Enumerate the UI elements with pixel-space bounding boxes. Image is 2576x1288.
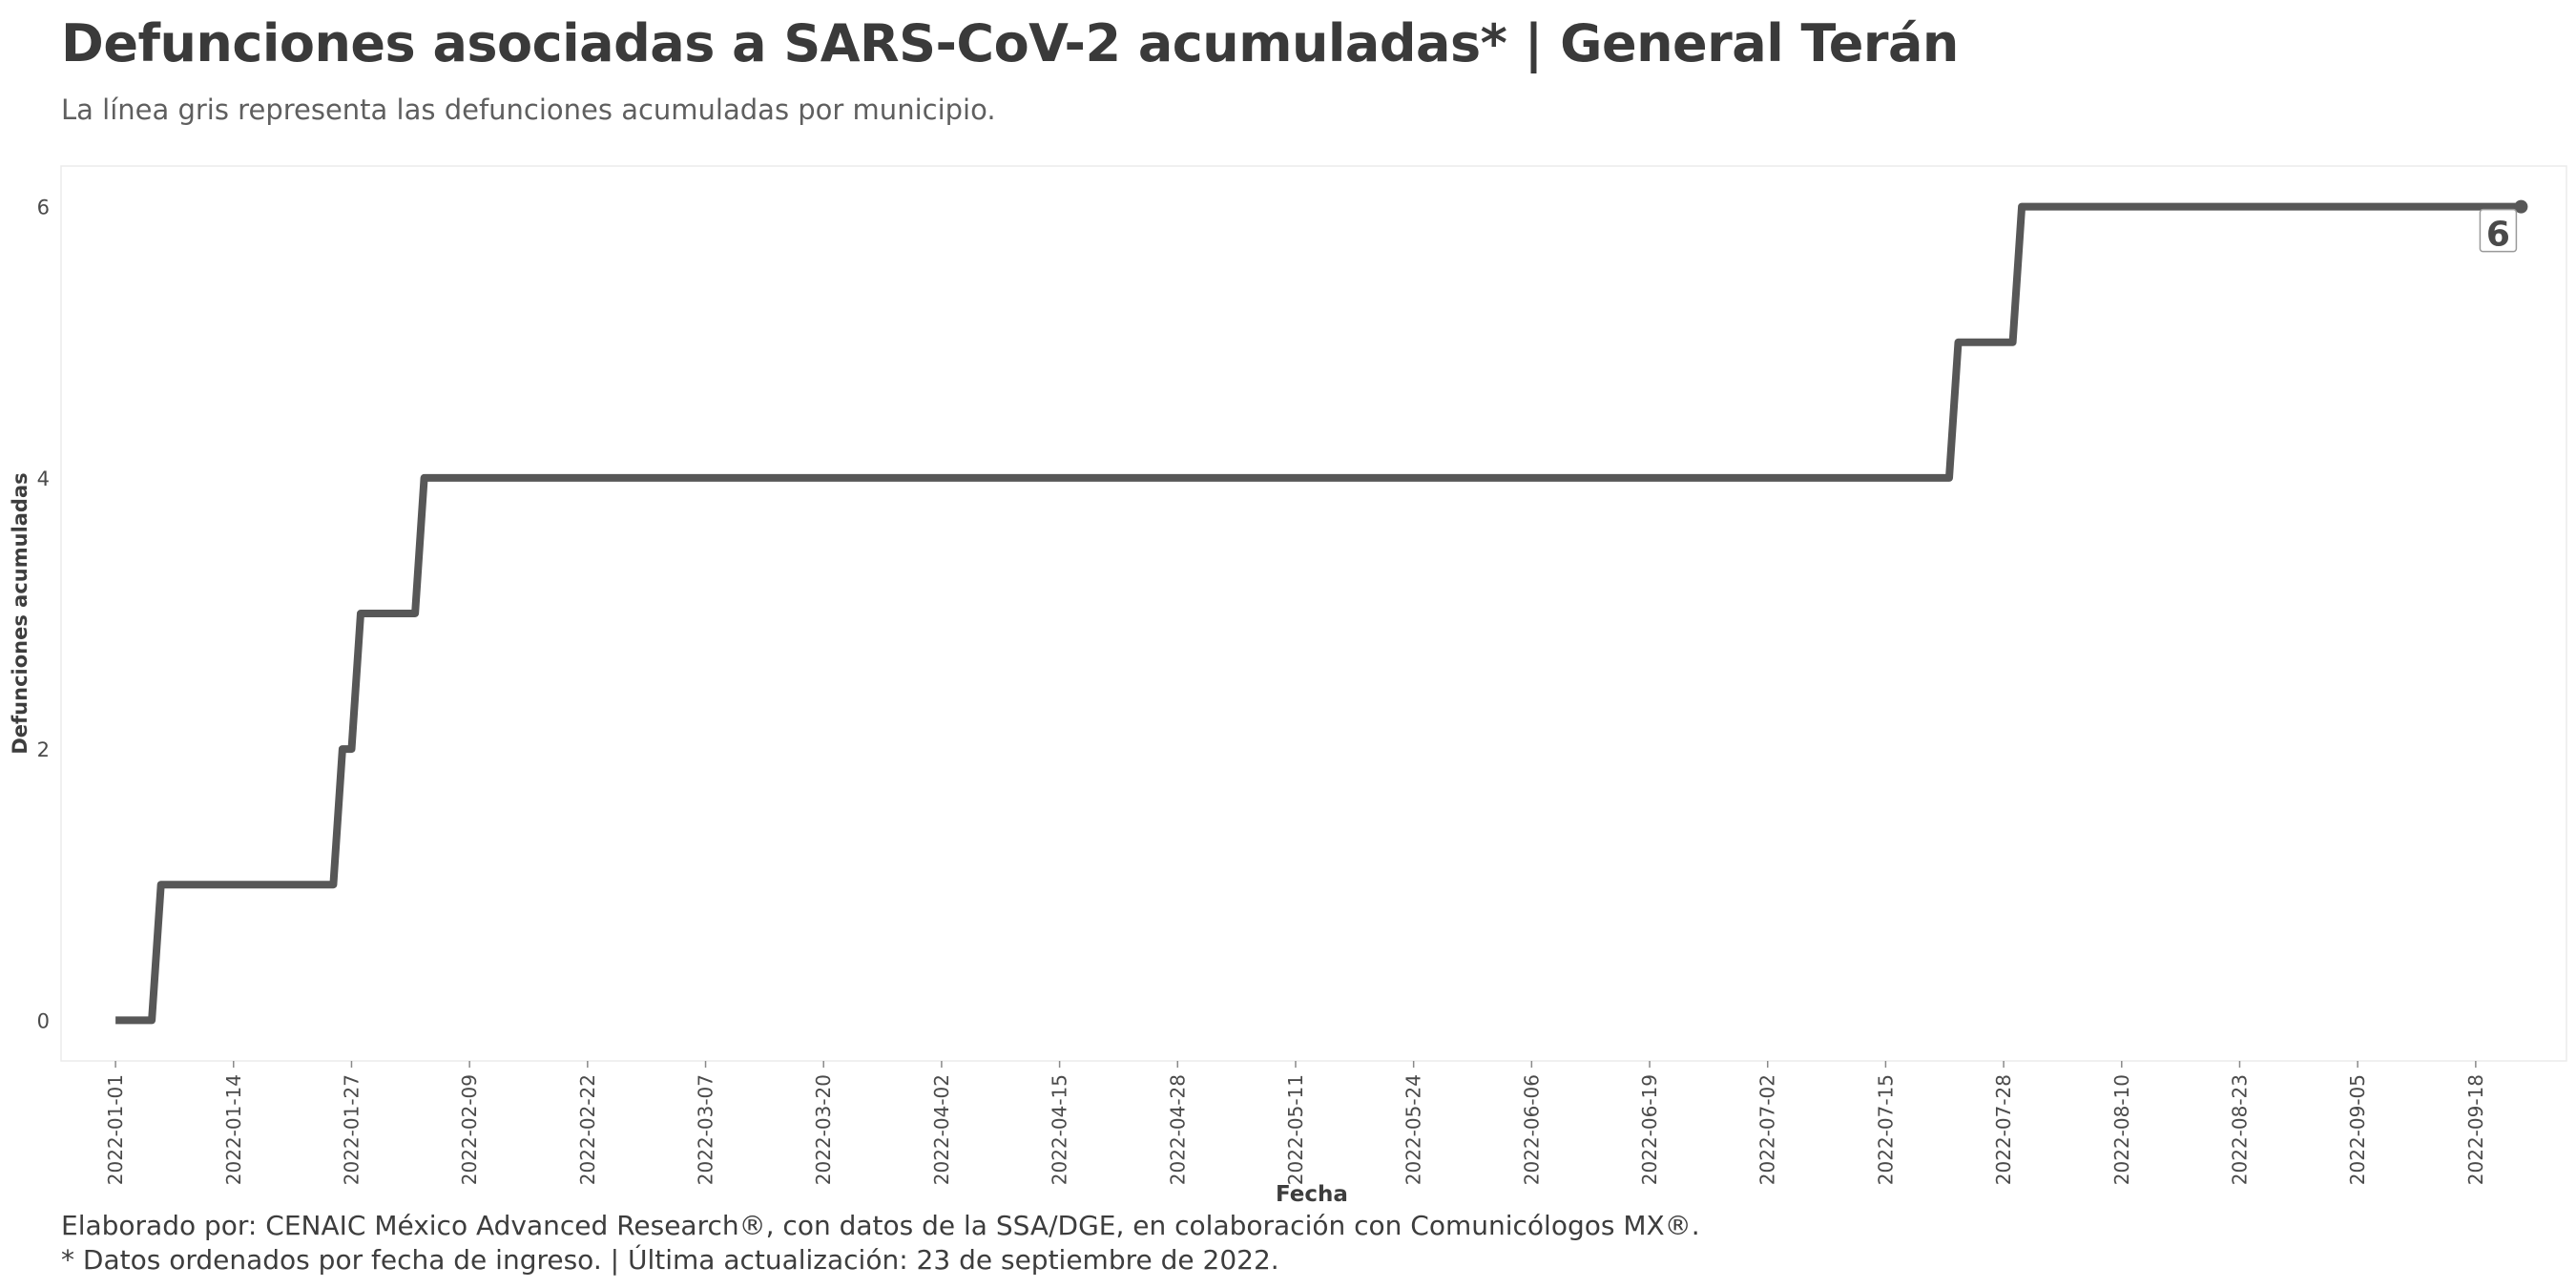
end-label: 6 [2486, 216, 2510, 255]
x-tick-label: 2022-01-01 [104, 1074, 127, 1185]
series-line [115, 202, 2522, 1025]
x-tick-label: 2022-04-28 [1166, 1074, 1189, 1185]
x-axis-title: Fecha [1276, 1182, 1348, 1207]
x-tick-label: 2022-02-09 [458, 1074, 481, 1185]
x-tick-label: 2022-01-14 [222, 1074, 245, 1185]
plot-panel-border [60, 165, 2567, 1062]
x-tick-label: 2022-05-24 [1402, 1074, 1425, 1185]
caption-notes: * Datos ordenados por fecha de ingreso. … [61, 1244, 1279, 1276]
chart-title: Defunciones asociadas a SARS-CoV-2 acumu… [61, 13, 1959, 73]
x-tick-label: 2022-04-15 [1049, 1074, 1071, 1185]
y-axis-ticks: 0 2 4 6 [37, 197, 50, 1033]
x-tick-label: 2022-02-22 [576, 1074, 599, 1185]
end-label-box [2479, 208, 2518, 253]
x-tick-label: 2022-07-28 [1992, 1074, 2015, 1185]
caption-credits: Elaborado por: CENAIC México Advanced Re… [61, 1210, 1700, 1241]
x-tick-label: 2022-04-02 [930, 1074, 953, 1185]
series-end-point [2514, 199, 2528, 214]
x-tick-label: 2022-01-27 [340, 1074, 363, 1185]
x-tick-label: 2022-08-23 [2228, 1074, 2251, 1185]
y-axis-title: Defunciones acumuladas [9, 472, 31, 754]
x-tick-label: 2022-03-20 [812, 1074, 835, 1185]
x-axis-ticks: 2022-01-01 2022-01-14 2022-01-27 2022-02-09… [104, 1061, 2487, 1185]
y-tick-label: 4 [37, 467, 50, 490]
x-tick-label: 2022-06-19 [1638, 1074, 1661, 1185]
y-tick-label: 0 [37, 1009, 50, 1032]
series-layer: 6 [115, 199, 2528, 1025]
chart-subtitle: La línea gris representa las defunciones… [61, 93, 996, 126]
x-tick-label: 2022-05-11 [1284, 1074, 1307, 1185]
x-tick-label: 2022-09-05 [2346, 1074, 2369, 1185]
x-tick-label: 2022-07-02 [1756, 1074, 1779, 1185]
y-tick-label: 2 [37, 738, 50, 761]
x-tick-label: 2022-03-07 [695, 1074, 717, 1185]
x-tick-label: 2022-09-18 [2464, 1074, 2487, 1185]
x-tick-label: 2022-08-10 [2110, 1074, 2133, 1185]
y-tick-label: 6 [37, 197, 50, 219]
x-tick-label: 2022-07-15 [1874, 1074, 1897, 1185]
x-tick-label: 2022-06-06 [1520, 1074, 1543, 1185]
